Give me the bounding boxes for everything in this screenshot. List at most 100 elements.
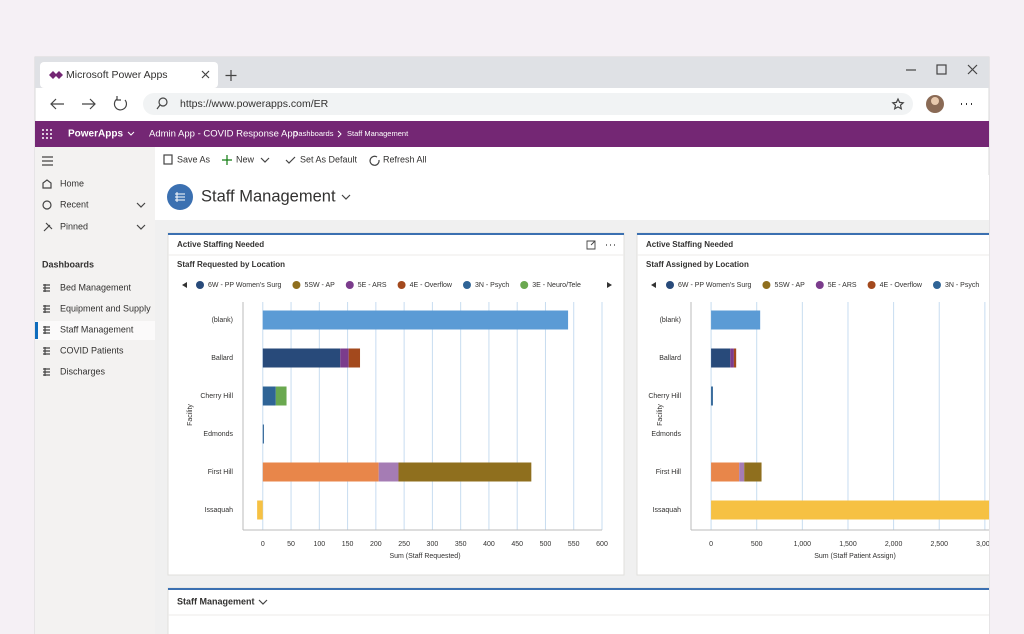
- page-icon-glyph: [175, 192, 185, 202]
- legend-label: 5SW - AP: [304, 282, 335, 289]
- bar-segment: [733, 348, 737, 368]
- dashboard-link[interactable]: Staff Management: [60, 324, 134, 334]
- card-clip: Active Staffing Needed Staff Assigned by …: [167, 232, 994, 634]
- legend-swatch: [762, 281, 771, 289]
- search-icon: [158, 97, 168, 107]
- bar-segment: [275, 386, 287, 406]
- tab-close[interactable]: [201, 70, 210, 79]
- maximize[interactable]: [936, 64, 947, 75]
- x-axis-title: Sum (Staff Patient Assign): [814, 553, 896, 560]
- x-tick-label: 500: [540, 541, 552, 548]
- save-icon: [163, 154, 173, 165]
- waffle[interactable]: [42, 129, 52, 139]
- legend-label: 6W - PP Women's Surg: [678, 282, 752, 289]
- chart-title: Staff Assigned by Location: [646, 260, 749, 269]
- nav-item[interactable]: Recent: [60, 199, 89, 209]
- close-window[interactable]: [967, 64, 978, 75]
- new-chevron[interactable]: [260, 157, 270, 163]
- y-tick-label: First Hill: [208, 469, 234, 476]
- breadcrumb: Staff Management: [347, 129, 409, 138]
- legend-label: 4E - Overflow: [880, 282, 923, 289]
- forward-button[interactable]: [82, 98, 96, 110]
- card-accent: [168, 588, 989, 590]
- bar-segment: [262, 310, 569, 330]
- command[interactable]: Save As: [177, 154, 211, 164]
- expand-icon[interactable]: [586, 240, 596, 250]
- y-tick-label: (blank): [660, 317, 681, 324]
- x-tick-label: 2,000: [885, 541, 903, 548]
- bar-segment: [348, 348, 361, 368]
- nav-item[interactable]: Pinned: [60, 221, 88, 231]
- dashboard-link[interactable]: COVID Patients: [60, 345, 124, 355]
- bar-segment: [398, 462, 532, 482]
- legend-next[interactable]: [607, 282, 612, 288]
- bar-segment: [711, 386, 713, 406]
- breadcrumb-separator: [337, 130, 342, 138]
- bar-segment: [262, 462, 379, 482]
- x-tick-label: 3,000: [976, 541, 994, 548]
- tab-icon: [49, 71, 63, 79]
- page-title: Staff Management: [201, 187, 336, 205]
- tab[interactable]: [40, 62, 218, 88]
- expand-chevron[interactable]: [136, 224, 146, 230]
- legend-swatch: [397, 281, 406, 289]
- dashboard-link[interactable]: Discharges: [60, 366, 106, 376]
- section-chevron[interactable]: [258, 599, 268, 605]
- check-icon: [285, 156, 296, 164]
- x-tick-label: 50: [287, 541, 295, 548]
- card: [167, 587, 989, 634]
- brand: PowerApps: [68, 129, 123, 140]
- bar-segment: [262, 424, 264, 444]
- avatar-face: [931, 97, 939, 105]
- x-tick-label: 450: [511, 541, 523, 548]
- command[interactable]: New: [236, 154, 255, 164]
- y-tick-label: Cherry Hill: [200, 393, 233, 400]
- bar-segment: [711, 348, 731, 368]
- bar-segment: [730, 348, 734, 368]
- favorite-star[interactable]: [891, 97, 905, 110]
- bar-segment: [711, 500, 989, 520]
- search-icon-handle: [156, 104, 161, 110]
- legend-swatch: [520, 281, 529, 289]
- legend-label: 5E - ARS: [828, 282, 857, 289]
- refresh-button[interactable]: [113, 96, 128, 111]
- home-icon: [42, 179, 52, 189]
- legend-label: 3E - Neuro/Tele: [532, 282, 581, 289]
- x-tick-label: 250: [398, 541, 410, 548]
- dashboard-link[interactable]: Equipment and Supply: [60, 303, 151, 313]
- back-button[interactable]: [50, 98, 64, 110]
- y-tick-label: Ballard: [211, 355, 233, 362]
- new-tab[interactable]: [225, 70, 237, 81]
- pin-icon: [43, 222, 53, 232]
- new-icon: [222, 155, 232, 165]
- x-tick-label: 550: [568, 541, 580, 548]
- bar-segment: [262, 386, 276, 406]
- breadcrumb[interactable]: Dashboards: [293, 129, 334, 138]
- legend-label: 4E - Overflow: [410, 282, 453, 289]
- nav-selection-bar: [35, 322, 38, 339]
- nav-toggle[interactable]: [42, 156, 53, 166]
- dashboard-link[interactable]: Bed Management: [60, 282, 132, 292]
- command[interactable]: Set As Default: [300, 154, 358, 164]
- legend-prev[interactable]: [182, 282, 187, 288]
- legend-prev[interactable]: [651, 282, 656, 288]
- card-accent: [637, 233, 989, 235]
- legend-swatch: [345, 281, 354, 289]
- command[interactable]: Refresh All: [383, 154, 427, 164]
- address-bar[interactable]: [143, 93, 913, 115]
- section-title: Staff Management: [177, 596, 255, 606]
- legend-label: 5SW - AP: [774, 282, 805, 289]
- legend-label: 5E - ARS: [358, 282, 387, 289]
- y-tick-label: First Hill: [656, 469, 682, 476]
- x-tick-label: 200: [370, 541, 382, 548]
- y-tick-label: (blank): [212, 317, 233, 324]
- chart: Active Staffing Needed Staff Assigned by …: [646, 240, 994, 560]
- brand-chevron[interactable]: [127, 131, 135, 136]
- nav-item[interactable]: Home: [60, 178, 84, 188]
- expand-chevron[interactable]: [136, 202, 146, 208]
- bar-segment: [711, 462, 740, 482]
- title-chevron[interactable]: [341, 194, 351, 200]
- y-tick-label: Issaquah: [653, 507, 682, 514]
- x-tick-label: 400: [483, 541, 495, 548]
- url: https://www.powerapps.com/ER: [180, 98, 329, 110]
